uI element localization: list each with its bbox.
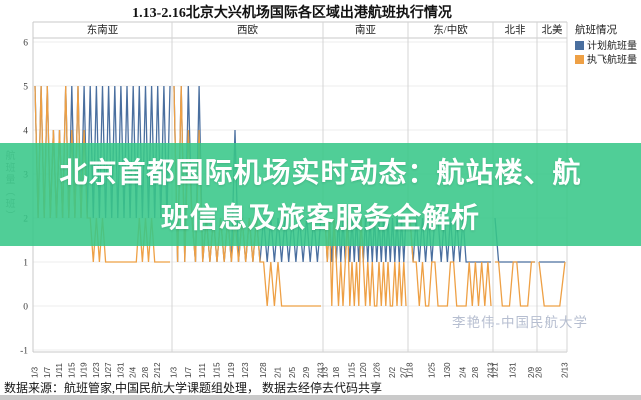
svg-text:北美: 北美 [542, 23, 563, 36]
svg-text:2/13: 2/13 [561, 362, 570, 378]
svg-text:北非: 北非 [505, 24, 526, 36]
svg-text:1/11: 1/11 [198, 362, 207, 378]
svg-text:2/8: 2/8 [141, 366, 150, 378]
svg-text:1/7: 1/7 [184, 366, 193, 378]
svg-text:1/15: 1/15 [213, 362, 222, 378]
svg-text:2/12: 2/12 [153, 362, 162, 378]
svg-text:1/31: 1/31 [116, 362, 125, 378]
legend-item-planned: 计划航班量 [575, 40, 637, 54]
svg-text:-1: -1 [20, 347, 28, 357]
planned-series-swatch-icon [575, 41, 584, 50]
legend-item-executed: 执飞航班量 [575, 54, 637, 68]
svg-text:1/23: 1/23 [241, 362, 250, 378]
svg-text:1/15: 1/15 [67, 362, 76, 378]
svg-text:1: 1 [23, 259, 28, 269]
svg-text:2/8: 2/8 [471, 366, 480, 378]
legend-title: 航班情况 [575, 25, 617, 36]
chart-legend: 航班情况 计划航班量 执飞航班量 [575, 22, 637, 68]
svg-text:1/21: 1/21 [491, 362, 500, 378]
svg-text:1/31: 1/31 [509, 362, 518, 378]
svg-text:2/2: 2/2 [388, 366, 397, 378]
svg-text:1/15: 1/15 [348, 362, 357, 378]
chart-title: 1.13-2.16北京大兴机场国际各区域出港航班执行情况 [132, 6, 452, 21]
svg-text:1/27: 1/27 [104, 362, 113, 378]
headline-line1: 北京首都国际机场实时动态：航站楼、航 [59, 156, 582, 188]
bottom-strip [0, 395, 641, 400]
svg-text:2/9: 2/9 [527, 366, 536, 378]
svg-text:西欧: 西欧 [237, 24, 258, 36]
headline-line2: 班信息及旅客服务全解析 [160, 201, 480, 233]
svg-text:1/20: 1/20 [359, 362, 368, 378]
svg-text:1/7: 1/7 [43, 366, 52, 378]
svg-text:2/5: 2/5 [288, 366, 297, 378]
svg-text:1/19: 1/19 [227, 362, 236, 378]
svg-text:6: 6 [23, 39, 28, 49]
svg-text:1/19: 1/19 [80, 362, 89, 378]
svg-text:1/8: 1/8 [332, 366, 341, 378]
svg-text:0: 0 [23, 303, 28, 313]
svg-text:1/30: 1/30 [443, 362, 452, 378]
svg-text:1/18: 1/18 [406, 362, 415, 378]
svg-text:2/7: 2/7 [399, 366, 408, 378]
svg-text:4: 4 [23, 127, 28, 137]
svg-text:东/中欧: 东/中欧 [433, 23, 468, 36]
svg-text:2/8: 2/8 [535, 366, 544, 378]
svg-text:2/4: 2/4 [129, 366, 138, 378]
svg-text:2/13: 2/13 [317, 362, 326, 378]
svg-text:1/3: 1/3 [31, 366, 40, 378]
legend-item-label: 计划航班量 [587, 41, 637, 52]
svg-text:东南亚: 东南亚 [87, 23, 119, 36]
svg-text:1/26: 1/26 [372, 362, 381, 378]
executed-series-swatch-icon [575, 55, 584, 64]
svg-text:2/13: 2/13 [487, 362, 496, 378]
legend-item-label: 执飞航班量 [587, 55, 637, 66]
svg-text:1/11: 1/11 [55, 362, 64, 378]
svg-text:1/3: 1/3 [170, 366, 179, 378]
svg-text:1/3: 1/3 [321, 366, 330, 378]
svg-text:2/4: 2/4 [458, 366, 467, 378]
svg-text:1/23: 1/23 [92, 362, 101, 378]
svg-text:1/25: 1/25 [427, 362, 436, 378]
svg-text:南亚: 南亚 [355, 23, 376, 36]
svg-text:2/9: 2/9 [302, 366, 311, 378]
source-note: 数据来源：航班管家,中国民航大学课题组处理， 数据去经停去代码共享 [4, 381, 383, 395]
svg-text:1/28: 1/28 [259, 362, 268, 378]
svg-text:2/1: 2/1 [273, 366, 282, 378]
svg-text:5: 5 [23, 83, 28, 93]
headline-banner: 北京首都国际机场实时动态：航站楼、航 班信息及旅客服务全解析 [0, 143, 641, 246]
watermark: 李艳伟-中国民航大学 [452, 315, 588, 330]
